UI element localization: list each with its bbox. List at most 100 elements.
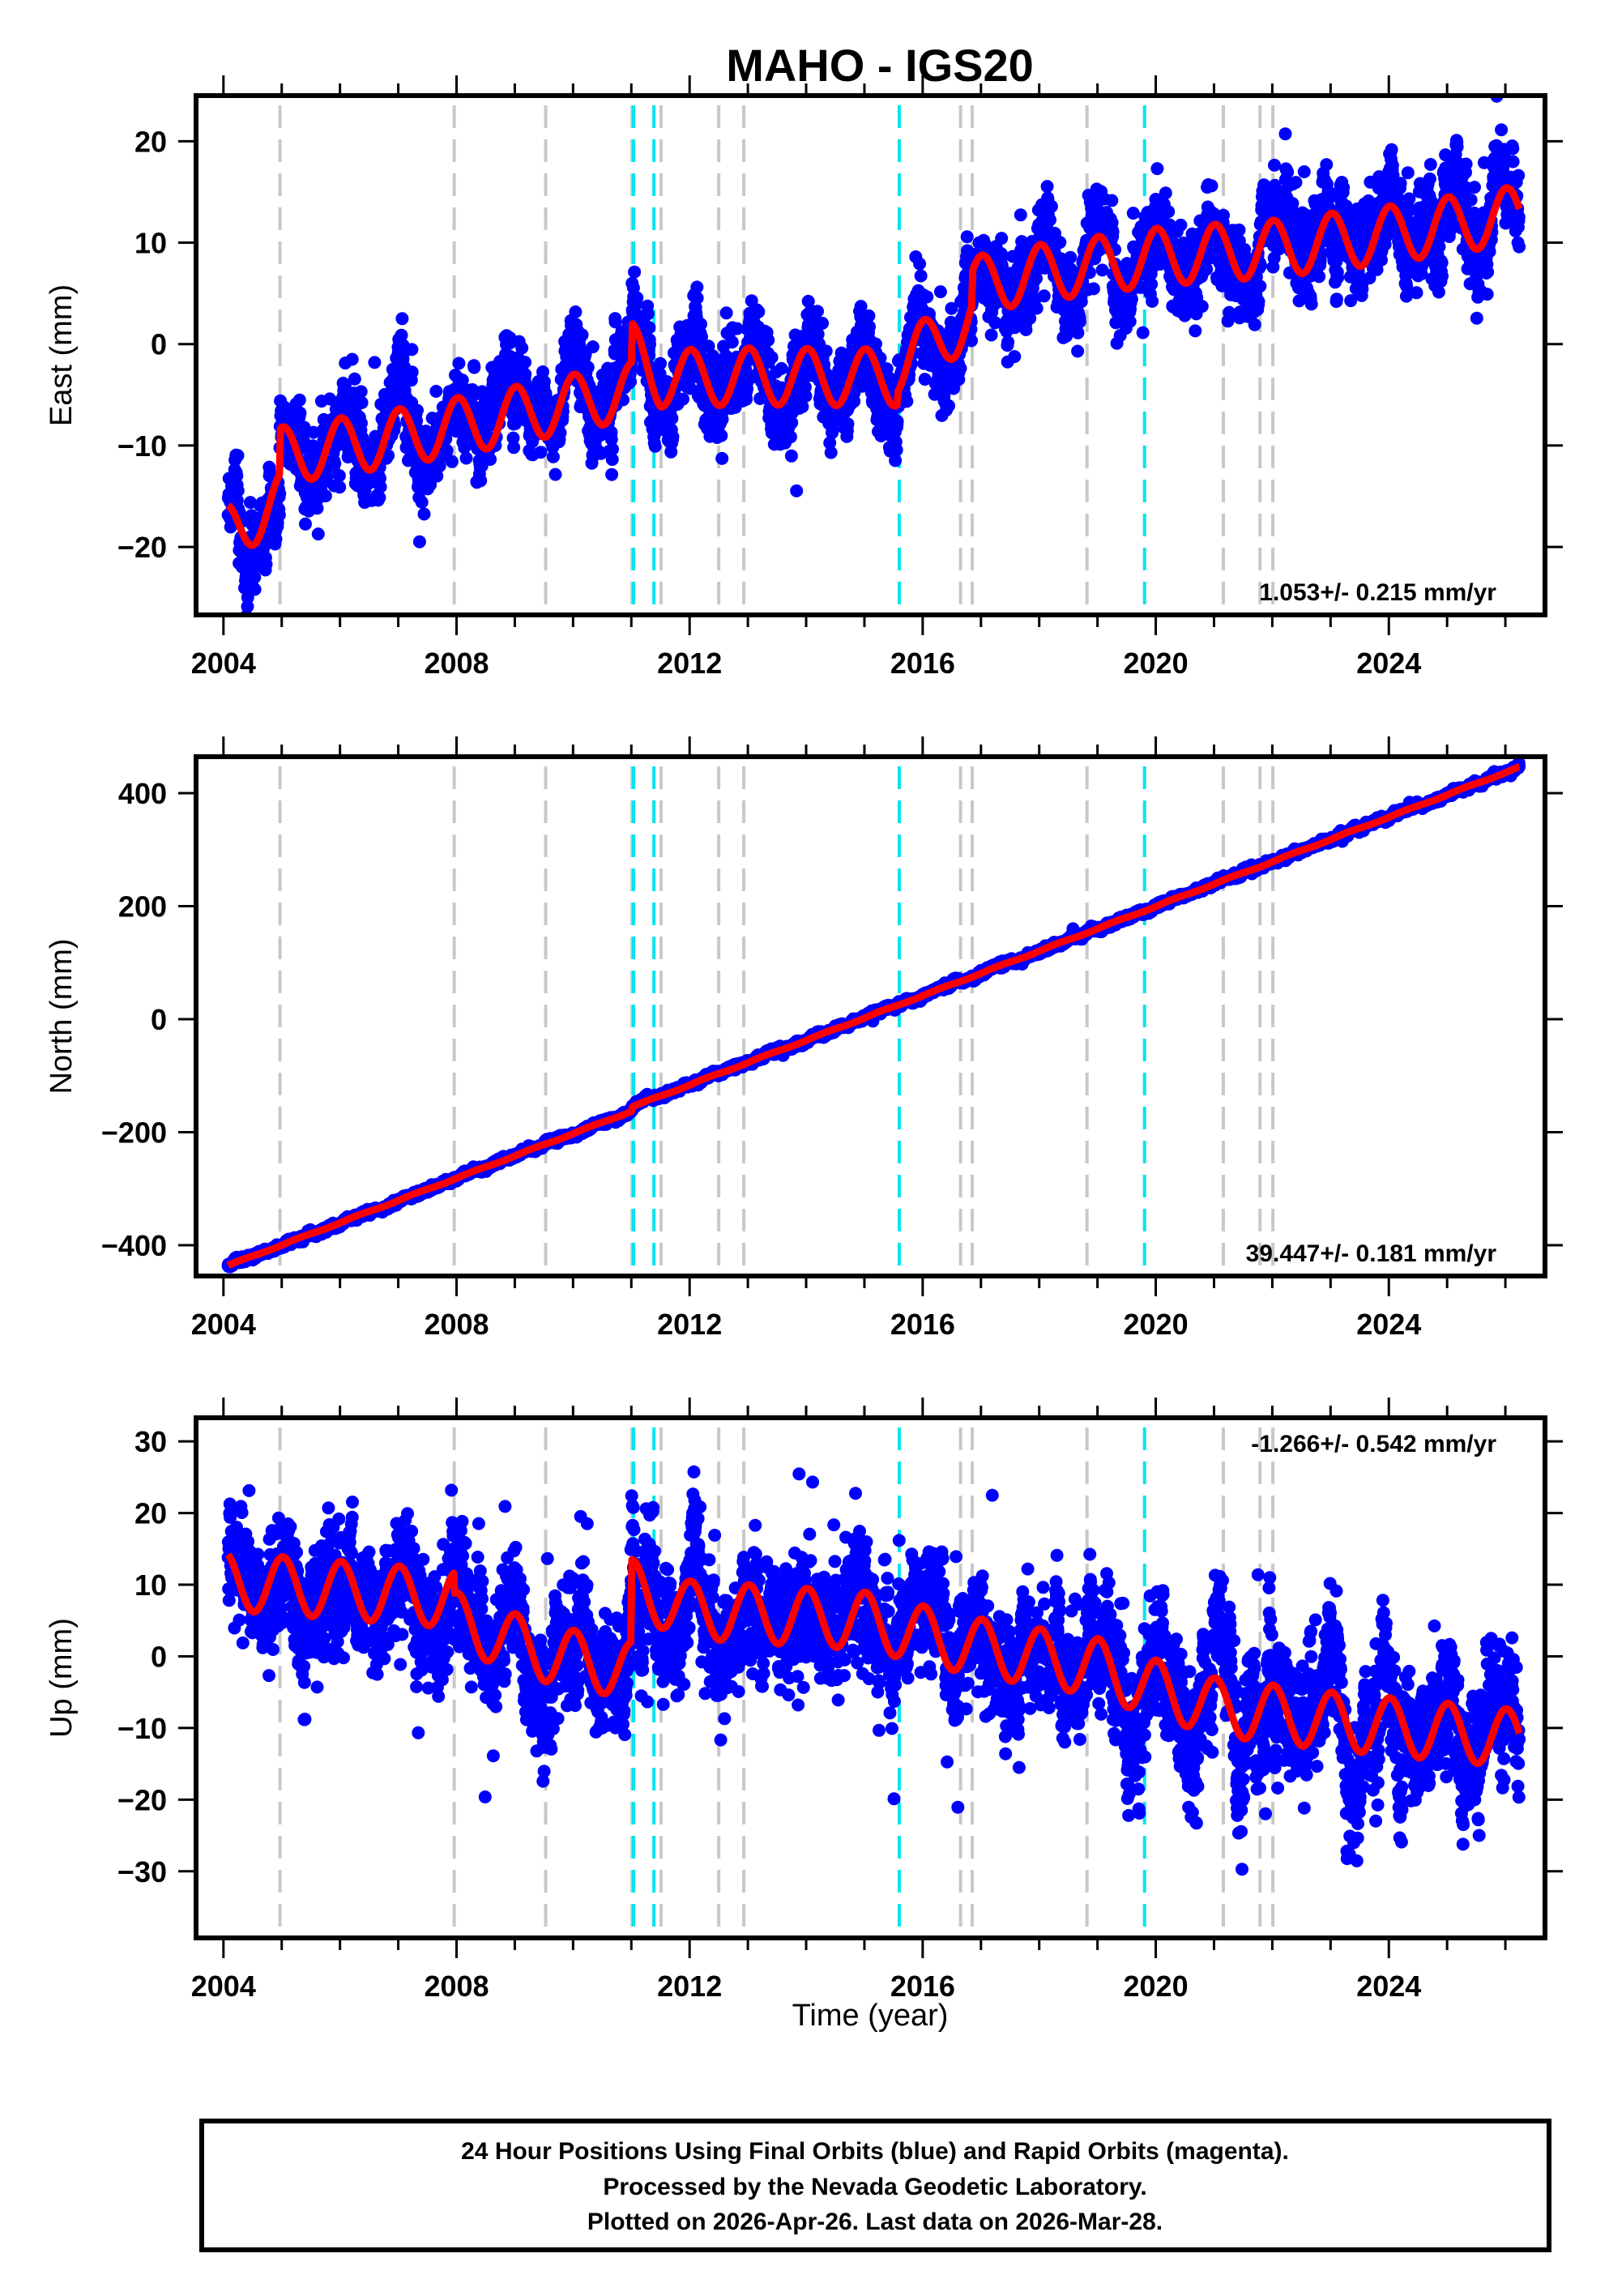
data-point bbox=[666, 430, 680, 443]
data-point bbox=[575, 328, 589, 342]
data-point bbox=[519, 368, 532, 382]
data-point bbox=[1014, 208, 1027, 222]
data-point bbox=[586, 340, 600, 354]
data-point bbox=[395, 312, 409, 326]
data-point bbox=[1145, 277, 1159, 291]
data-point bbox=[1297, 165, 1311, 178]
data-point bbox=[230, 469, 244, 483]
data-point bbox=[1008, 350, 1022, 364]
data-point bbox=[765, 351, 779, 365]
data-point bbox=[1435, 256, 1449, 270]
data-point bbox=[318, 489, 332, 503]
data-point bbox=[1289, 176, 1303, 190]
data-point bbox=[328, 457, 342, 471]
data-point bbox=[553, 426, 567, 440]
data-point bbox=[1278, 127, 1292, 141]
data-point bbox=[715, 429, 728, 442]
data-point bbox=[762, 333, 775, 347]
data-point bbox=[1495, 123, 1509, 137]
data-point bbox=[1189, 324, 1202, 338]
data-point bbox=[430, 469, 444, 483]
data-point bbox=[1312, 270, 1326, 284]
data-point bbox=[1286, 197, 1300, 211]
data-point bbox=[1464, 193, 1478, 207]
data-point bbox=[1512, 210, 1526, 224]
data-point bbox=[452, 356, 466, 370]
x-tick-label: 2016 bbox=[890, 647, 955, 680]
data-point bbox=[811, 305, 824, 318]
data-point bbox=[310, 501, 324, 515]
data-point bbox=[467, 361, 481, 374]
data-point bbox=[1248, 318, 1261, 331]
data-point bbox=[824, 446, 838, 459]
data-point bbox=[715, 412, 729, 426]
data-point bbox=[1512, 169, 1526, 182]
data-point bbox=[1513, 240, 1526, 254]
data-point bbox=[373, 491, 386, 505]
data-point bbox=[604, 433, 618, 446]
data-point bbox=[382, 449, 395, 463]
data-point bbox=[1195, 300, 1209, 314]
data-point bbox=[506, 431, 520, 445]
data-point bbox=[606, 442, 619, 456]
data-point bbox=[306, 425, 320, 439]
data-point bbox=[356, 431, 369, 445]
panel-east: 2004 2008 2012 2016 2020 2024−20−1001020East … bbox=[45, 75, 1563, 680]
data-point bbox=[1136, 326, 1150, 339]
data-point bbox=[816, 317, 829, 330]
data-point bbox=[241, 600, 254, 613]
data-point bbox=[299, 517, 312, 531]
data-point bbox=[1506, 155, 1520, 169]
data-point bbox=[648, 439, 662, 453]
data-point bbox=[429, 385, 443, 398]
data-point bbox=[269, 532, 283, 546]
data-point bbox=[1506, 142, 1520, 156]
data-point bbox=[1150, 162, 1164, 176]
data-point bbox=[1030, 301, 1044, 315]
data-point bbox=[1253, 280, 1267, 293]
data-point bbox=[1331, 271, 1345, 284]
data-point bbox=[665, 412, 679, 425]
data-point bbox=[412, 535, 426, 548]
velocity-rate-label: 1.053+/- 0.215 mm/yr bbox=[1259, 579, 1496, 606]
data-point bbox=[248, 583, 262, 596]
data-point bbox=[1001, 335, 1015, 349]
data-point bbox=[914, 269, 928, 283]
data-point bbox=[1401, 166, 1415, 180]
data-point bbox=[890, 415, 904, 428]
data-point bbox=[1385, 143, 1398, 156]
data-point bbox=[1064, 250, 1078, 264]
data-point bbox=[783, 430, 797, 444]
data-point bbox=[1217, 208, 1230, 222]
figure-title: MAHO - IGS20 bbox=[726, 40, 1034, 91]
data-point bbox=[231, 484, 245, 497]
data-point bbox=[548, 467, 562, 481]
data-point bbox=[534, 446, 548, 459]
data-point bbox=[569, 305, 583, 318]
data-point bbox=[841, 417, 855, 431]
data-point bbox=[332, 469, 346, 483]
data-point bbox=[417, 507, 431, 521]
data-point bbox=[752, 305, 766, 318]
data-point bbox=[1393, 177, 1407, 190]
data-point bbox=[1329, 292, 1343, 306]
y-tick-label: −20 bbox=[117, 531, 167, 564]
data-point bbox=[259, 557, 273, 571]
data-point bbox=[293, 406, 307, 420]
data-point bbox=[608, 315, 622, 329]
data-point bbox=[1037, 289, 1051, 303]
data-point bbox=[455, 373, 469, 387]
data-point bbox=[642, 321, 656, 335]
data-point bbox=[355, 416, 368, 430]
data-point bbox=[1125, 292, 1138, 306]
data-point bbox=[519, 356, 531, 369]
panel-north: 2004 2008 2012 2016 2020 2024−400−2000200400N… bbox=[45, 736, 1563, 1341]
data-point bbox=[581, 361, 595, 374]
data-point bbox=[1432, 240, 1446, 254]
y-axis-label: East (mm) bbox=[45, 284, 79, 426]
data-point bbox=[790, 484, 804, 497]
data-point bbox=[624, 375, 638, 388]
data-point bbox=[984, 328, 998, 342]
data-point bbox=[1126, 207, 1140, 220]
data-point bbox=[1252, 295, 1265, 309]
